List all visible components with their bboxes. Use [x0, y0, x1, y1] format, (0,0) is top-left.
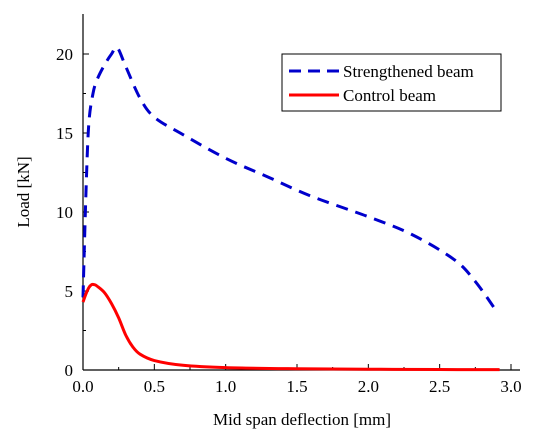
- y-tick-label: 20: [56, 45, 73, 64]
- y-tick-label: 5: [65, 282, 74, 301]
- y-ticks: 0 5 10 15 20: [56, 45, 89, 380]
- x-tick-label: 0.0: [72, 377, 93, 396]
- series-line-control-beam: [81, 282, 500, 372]
- x-tick-label: 1.0: [215, 377, 236, 396]
- y-tick-label: 0: [65, 361, 74, 380]
- x-axis-label: Mid span deflection [mm]: [213, 410, 391, 429]
- legend-box: [281, 53, 502, 112]
- x-tick-label: 0.5: [144, 377, 165, 396]
- x-tick-label: 2.0: [358, 377, 379, 396]
- legend-label-strengthened: Strengthened beam: [343, 62, 474, 81]
- series-layer: [81, 45, 500, 372]
- y-tick-label: 10: [56, 203, 73, 222]
- legend-label-control: Control beam: [343, 86, 436, 105]
- x-tick-label: 2.5: [429, 377, 450, 396]
- x-tick-label: 1.5: [286, 377, 307, 396]
- x-tick-label: 3.0: [500, 377, 521, 396]
- legend: Strengthened beam Control beam: [281, 53, 502, 112]
- y-axis-label: Load [kN]: [14, 156, 33, 227]
- y-tick-label: 15: [56, 124, 73, 143]
- series-line-strengthened-beam: [81, 45, 498, 313]
